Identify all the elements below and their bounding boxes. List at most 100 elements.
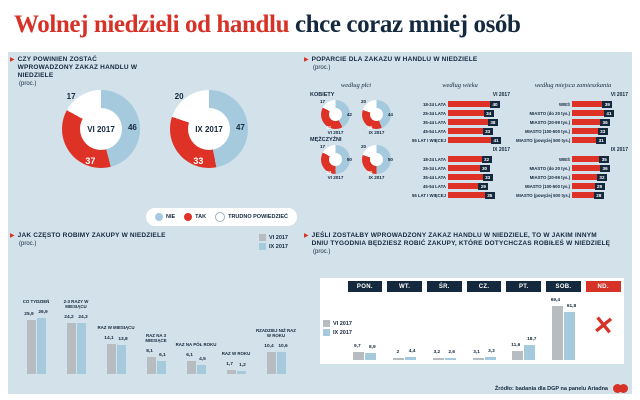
unit-label: (proc.) bbox=[313, 65, 331, 71]
mini-donut-hole bbox=[328, 107, 343, 122]
legend-swatch-icon bbox=[184, 213, 193, 221]
frequency-bar-value: 4,5 bbox=[199, 356, 206, 362]
frequency-bar-value: 8,1 bbox=[146, 349, 153, 354]
weekday-bar-value: 2,6 bbox=[448, 349, 456, 355]
weekday-tab: CZ. bbox=[466, 281, 502, 292]
frequency-group: RAZ NA 3 MIESIĄCE 8,1 6,1 bbox=[136, 264, 176, 374]
support-bar-value: 29 bbox=[594, 182, 605, 190]
support-bar-value: 41 bbox=[603, 109, 614, 117]
mini-donut-cell: 50 30 20 IX 2017 bbox=[361, 144, 393, 180]
weekday-tab: PON. bbox=[347, 281, 383, 292]
bar-row: 45-54 LATA 29 bbox=[408, 182, 512, 190]
mini-donut-value-nie: 42 bbox=[346, 111, 352, 117]
section-arrow-icon: ▶ bbox=[10, 233, 15, 239]
mini-donut-cell: 44 36 20 IX 2017 bbox=[361, 99, 393, 135]
unit-label: (proc.) bbox=[19, 241, 37, 247]
unit-label: (proc.) bbox=[313, 249, 331, 255]
frequency-bar: 8,1 bbox=[146, 349, 156, 374]
weekday-bar-value: 3,2 bbox=[433, 349, 441, 355]
weekday-columns: PON. 9,7 8,9 WT. 2 4,4 ŚR. 3,2 2,6 CZ. 3,1 3,3 PT. 11… bbox=[346, 281, 622, 360]
legend-item: NIE bbox=[155, 213, 175, 221]
weekday-chart-box: VI 2017 IX 2017 PON. 9,7 8,9 WT. 2 4,4 ŚR. 3,2 2,… bbox=[320, 278, 624, 364]
bar-row-label: 55 LAT I WIĘCEJ bbox=[411, 137, 446, 143]
support-bar bbox=[448, 183, 479, 189]
bar-row: 45-54 LATA 33 bbox=[408, 127, 512, 135]
frequency-bar-value: 24,3 bbox=[78, 314, 88, 320]
donut-chart: IX 2017 47 33 20 bbox=[170, 90, 248, 168]
frequency-bar: 25,9 bbox=[24, 312, 36, 374]
bar-row: MIASTO (powyżej 500 tys.) 31 bbox=[516, 136, 630, 144]
legend-item: TAK bbox=[184, 213, 206, 221]
frequency-category-label: RAZ NA 3 MIESIĄCE bbox=[145, 333, 167, 343]
bar-row-label: 35-44 LATA bbox=[422, 174, 446, 180]
bar-row: MIASTO (do 20 tys.) 36 bbox=[516, 164, 630, 172]
series-legend: VI 2017 IX 2017 bbox=[259, 234, 288, 250]
weekday-column: SOB. 69,4 61,8 bbox=[545, 281, 583, 360]
support-bar bbox=[572, 119, 601, 125]
support-bar-value: 34 bbox=[483, 109, 494, 117]
weekday-tab: SOB. bbox=[546, 281, 581, 292]
mini-donut-value-trudno: 20 bbox=[361, 144, 367, 149]
legend-label: TRUDNO POWIEDZIEĆ bbox=[228, 214, 288, 220]
donut-value-tak: 33 bbox=[193, 155, 204, 166]
frequency-bar: 13,8 bbox=[116, 337, 128, 374]
frequency-category-label: RZADZIEJ NIŻ RAZ W ROKU bbox=[255, 327, 296, 338]
section-header: ▶ JEŚLI ZOSTAŁBY WPROWADZONY ZAKAZ HANDL… bbox=[304, 232, 614, 248]
bar-row: 55 LAT I WIĘCEJ 35 bbox=[408, 191, 512, 199]
frequency-bar: 10,6 bbox=[276, 344, 288, 374]
weekday-column: ŚR. 3,2 2,6 bbox=[425, 281, 463, 360]
mini-donut-period-label: IX 2017 bbox=[368, 130, 385, 135]
series-swatch-icon bbox=[259, 243, 267, 250]
bar-row: 18-24 LATA 32 bbox=[408, 155, 512, 163]
donut-value-nie: 46 bbox=[127, 122, 137, 132]
weekday-column: WT. 2 4,4 bbox=[386, 281, 424, 360]
frequency-bar-value: 6,1 bbox=[186, 353, 193, 359]
bar-row-label: 35-44 LATA bbox=[422, 119, 446, 125]
mini-donut-value-nie: 44 bbox=[387, 111, 393, 117]
page-title-rest: chce coraz mniej osób bbox=[289, 11, 521, 38]
bar-row-label: 18-24 LATA bbox=[422, 156, 446, 162]
frequency-bar: 26,9 bbox=[36, 310, 48, 374]
weekday-column: ND. ✕ bbox=[584, 281, 622, 360]
mini-donut-hole bbox=[328, 152, 343, 167]
age-bar-rows: VI 2017 18-24 LATA 40 25-34 LATA 34 35-44 LAT… bbox=[408, 92, 512, 199]
donut-value-nie: 47 bbox=[235, 122, 245, 132]
series-swatch-icon bbox=[323, 329, 330, 336]
frequency-category-label: 2-3 RAZY W MIESIĄCU bbox=[63, 298, 89, 309]
mini-donut-value-trudno: 17 bbox=[320, 144, 326, 149]
frequency-bar: 24,3 bbox=[76, 315, 88, 374]
frequency-group: RAZ NA PÓŁ ROKU 6,1 4,5 bbox=[176, 264, 216, 374]
weekday-plot: 69,4 61,8 bbox=[545, 292, 583, 360]
frequency-bar: 1,2 bbox=[236, 363, 246, 374]
support-bar bbox=[448, 192, 485, 198]
weekday-bar: 9,7 bbox=[353, 344, 365, 360]
bar-row-label: WIEŚ bbox=[559, 156, 570, 162]
support-bar bbox=[572, 165, 601, 171]
series-legend-item: IX 2017 bbox=[259, 243, 288, 250]
donut-chart-row: VI 2017 46 37 17 IX 2017 47 33 20 bbox=[62, 90, 248, 168]
column-by-gender: według płci KOBIETY 42 41 17 VI 2017 44 36 20 IX… bbox=[308, 82, 404, 180]
support-bar-value: 41 bbox=[491, 136, 502, 144]
column-by-residence: według miejsca zamieszkania VI 2017 WIEŚ 3… bbox=[516, 82, 630, 200]
bar-row: MIASTO (do 20 tys.) 41 bbox=[516, 109, 630, 117]
section-title: POPARCIE DLA ZAKAZU W HANDLU W NIEDZIELE bbox=[311, 56, 478, 63]
weekday-bar: 2 bbox=[393, 350, 405, 360]
bar-row-label: 45-54 LATA bbox=[422, 183, 446, 189]
bar-row: 25-34 LATA 34 bbox=[408, 109, 512, 117]
weekday-column: PT. 11,6 18,7 bbox=[505, 281, 543, 360]
donut-value-trudno: 17 bbox=[66, 92, 76, 102]
support-bar-value: 35 bbox=[599, 155, 610, 163]
bar-row: MIASTO (20-99 tys.) 32 bbox=[516, 173, 630, 181]
support-bar-value: 36 bbox=[600, 118, 611, 126]
frequency-bar-value: 25,9 bbox=[24, 311, 34, 317]
support-bar-value: 33 bbox=[597, 127, 608, 135]
weekday-bar-value: 3,3 bbox=[488, 349, 495, 355]
frequency-bar-value: 14,1 bbox=[104, 336, 114, 342]
panel-shopping-frequency: ▶ JAK CZĘSTO ROBIMY ZAKUPY W NIEDZIELE (… bbox=[10, 232, 302, 388]
weekday-bar-value: 9,7 bbox=[354, 344, 361, 350]
weekday-bar: 61,8 bbox=[563, 304, 576, 360]
support-bar-value: 29 bbox=[478, 182, 489, 190]
section-header: ▶ CZY POWINIEN ZOSTAĆ WPROWADZONY ZAKAZ … bbox=[10, 56, 150, 80]
frequency-bar: 1,7 bbox=[226, 362, 236, 374]
